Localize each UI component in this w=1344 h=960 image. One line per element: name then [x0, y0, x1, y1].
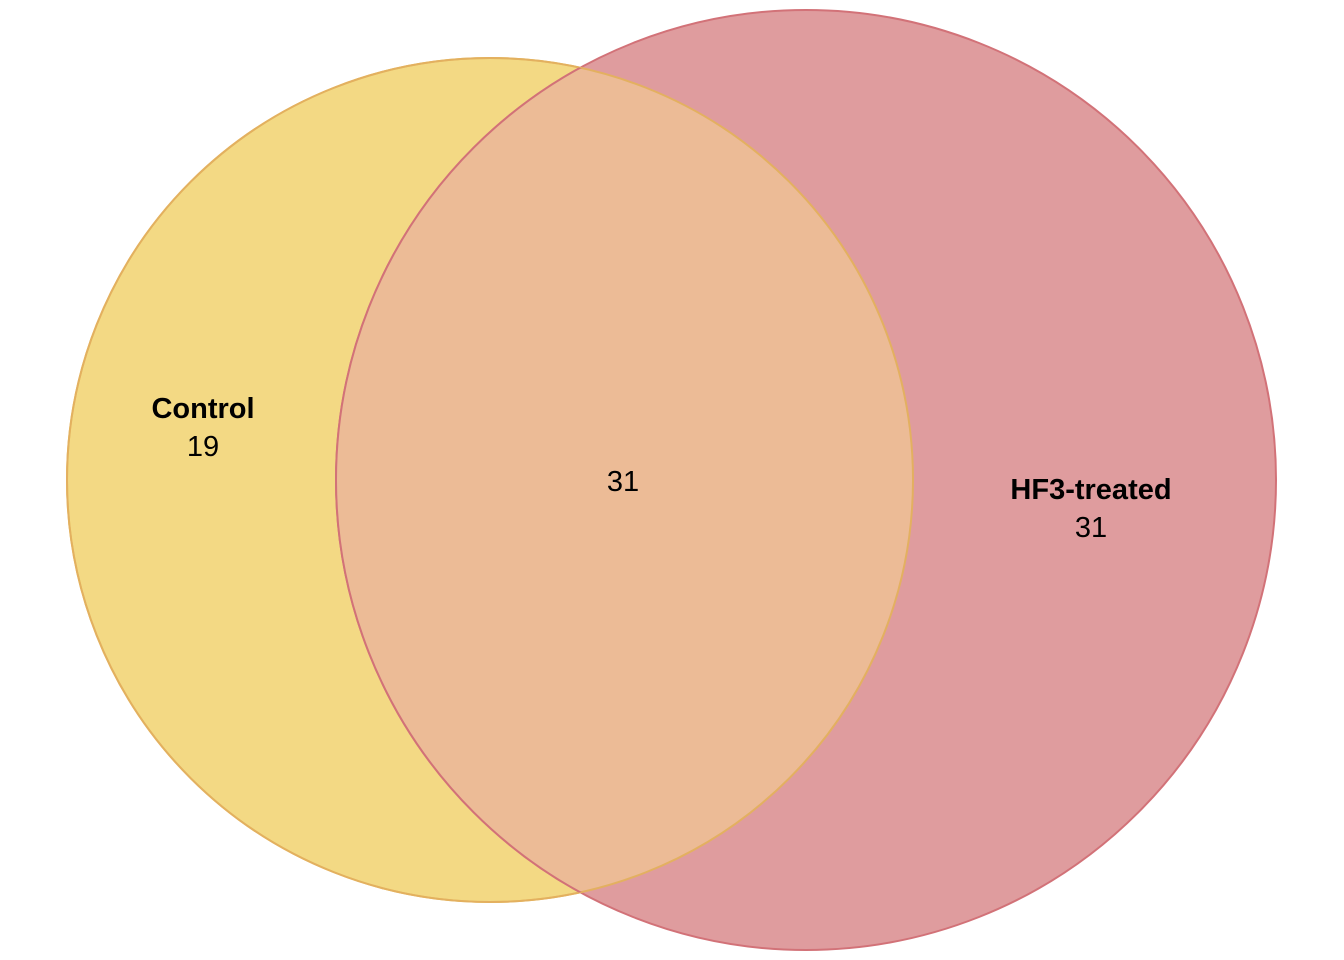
hf3-treated-circle-outline: [335, 58, 913, 902]
control-label: Control: [151, 393, 254, 425]
hf3-treated-only-count: 31: [1075, 512, 1107, 544]
intersection-count: 31: [607, 466, 639, 498]
control-only-count: 19: [187, 431, 219, 463]
hf3-treated-label: HF3-treated: [1010, 474, 1171, 506]
control-circle-outline: [66, 57, 914, 903]
intersection-region: [336, 58, 913, 902]
